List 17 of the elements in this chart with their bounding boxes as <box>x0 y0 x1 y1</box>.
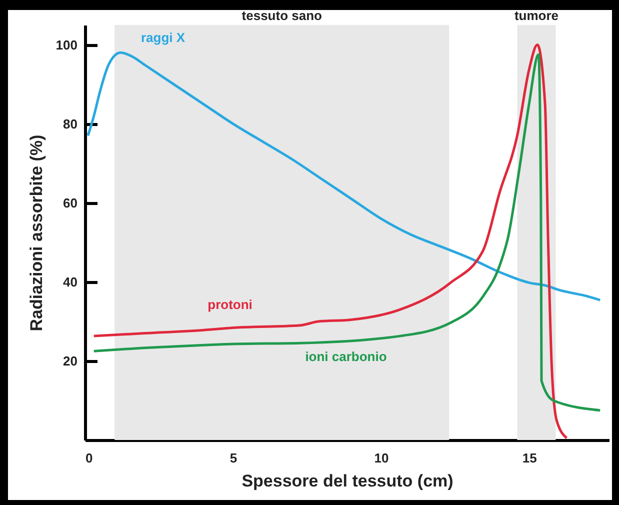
y-tick-label: 40 <box>63 274 78 290</box>
y-tick-label: 80 <box>63 116 78 132</box>
series-label: ioni carbonio <box>305 349 387 364</box>
band-label: tumore <box>514 8 558 23</box>
series-label: raggi X <box>140 30 186 45</box>
x-tick-label: 0 <box>86 450 93 466</box>
x-tick-label: 15 <box>522 450 537 466</box>
y-tick-label: 20 <box>63 353 78 368</box>
y-axis-title: Radiazioni assorbite (%) <box>26 134 46 332</box>
y-tick-label: 100 <box>56 37 78 52</box>
series-label: protoni <box>208 297 252 312</box>
y-tick-label: 60 <box>63 195 78 210</box>
x-tick-label: 10 <box>374 450 389 466</box>
x-tick-label: 5 <box>230 450 238 466</box>
band-label: tessuto sano <box>242 8 322 23</box>
x-axis-title: Spessore del tessuto (cm) <box>242 472 454 490</box>
line-series <box>86 51 602 302</box>
